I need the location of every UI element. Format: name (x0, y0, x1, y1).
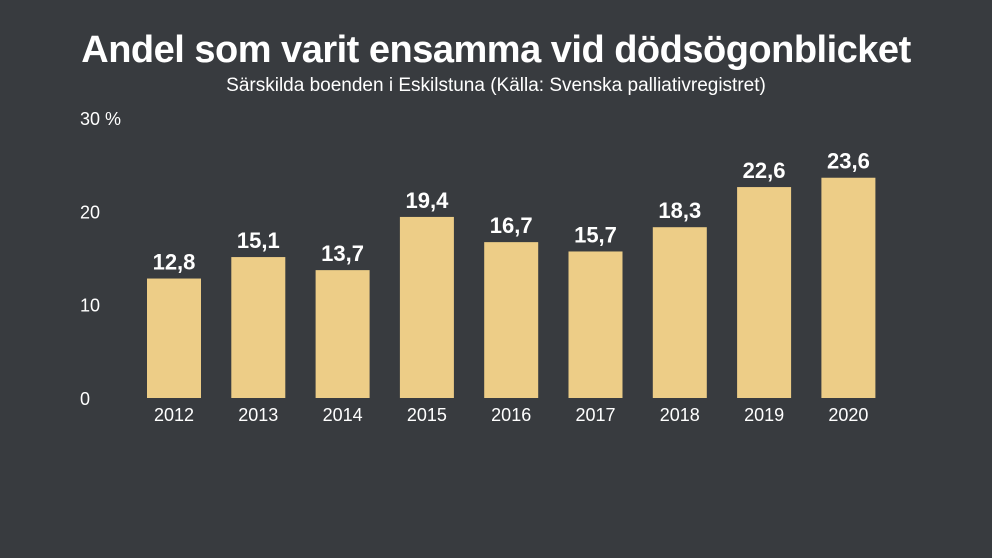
bar (652, 227, 707, 398)
value-labels: 12,8 15,1 13,7 19,4 16,7 15,7 18,3 22,6 23,6 (153, 149, 870, 275)
data-label: 13,7 (321, 241, 364, 266)
bar (399, 216, 454, 398)
data-label: 12,8 (153, 250, 196, 275)
x-tick-label: 2019 (744, 405, 784, 425)
bar (484, 242, 539, 398)
bar (147, 278, 201, 398)
x-tick-label: 2017 (575, 405, 615, 425)
data-label: 19,4 (405, 188, 449, 213)
bar (231, 257, 286, 398)
data-label: 16,7 (490, 213, 533, 238)
bars (147, 177, 876, 398)
y-tick-label: 30 % (80, 109, 121, 129)
chart-title: Andel som varit ensamma vid dödsögonblic… (81, 29, 911, 71)
x-tick-label: 2016 (491, 405, 531, 425)
data-label: 15,7 (574, 222, 617, 247)
x-tick-label: 2015 (407, 405, 447, 425)
y-tick-label: 0 (80, 389, 90, 409)
data-label: 15,1 (237, 228, 280, 253)
x-tick-label: 2020 (828, 405, 868, 425)
bar (568, 251, 623, 398)
bar (737, 187, 792, 398)
x-tick-label: 2018 (660, 405, 700, 425)
y-tick-label: 10 (80, 296, 100, 316)
x-tick-label: 2012 (154, 405, 194, 425)
x-tick-label: 2014 (323, 405, 363, 425)
data-label: 18,3 (658, 198, 701, 223)
x-axis: 2012 2013 2014 2015 2016 2017 2018 2019 2020 (154, 405, 868, 425)
x-tick-label: 2013 (238, 405, 278, 425)
data-label: 22,6 (743, 158, 786, 183)
chart-subtitle: Särskilda boenden i Eskilstuna (Källa: S… (226, 75, 766, 96)
y-tick-label: 20 (80, 202, 100, 222)
y-axis: 0 10 20 30 % (80, 109, 121, 409)
data-label: 23,6 (827, 149, 870, 174)
bar (821, 177, 876, 398)
bar (315, 270, 370, 398)
